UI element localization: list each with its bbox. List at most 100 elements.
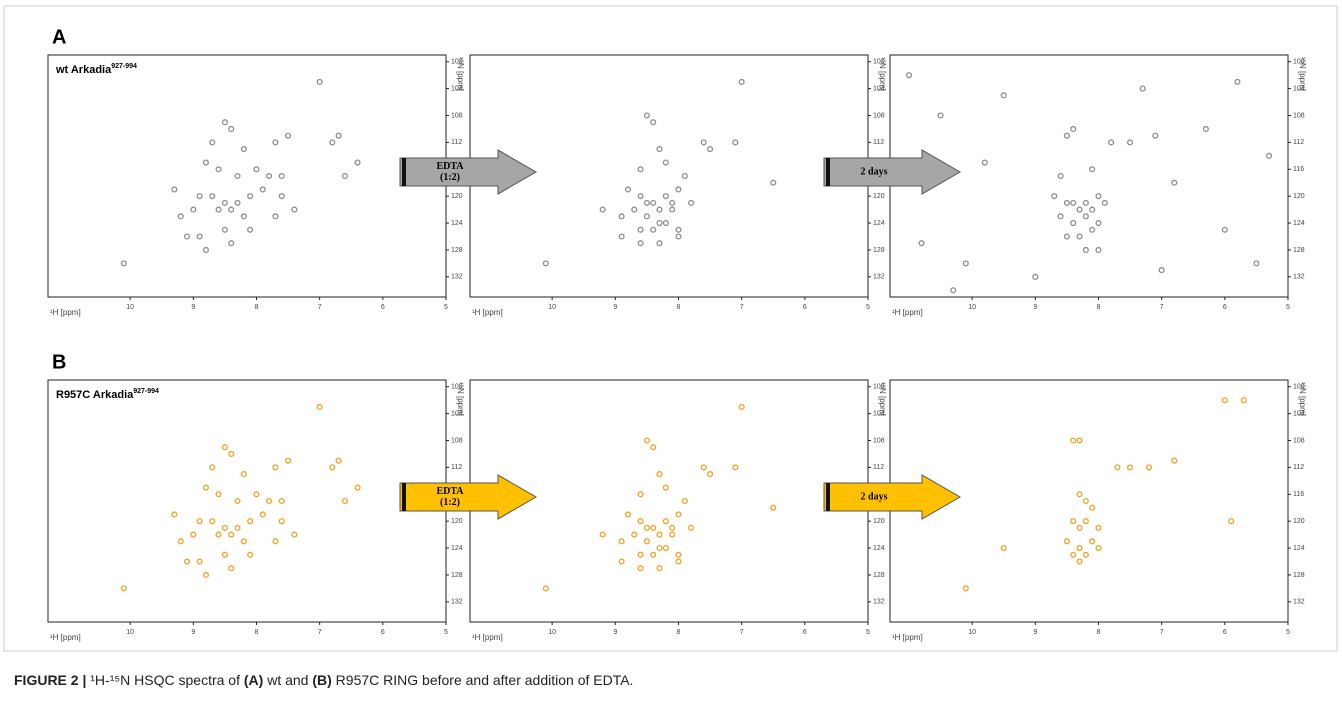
x-tick-label: 10 (968, 304, 976, 311)
arrow-tail (826, 158, 830, 186)
x-tick-label: 7 (318, 629, 322, 636)
y-tick-label: 132 (873, 274, 885, 281)
x-tick-label: 9 (191, 304, 195, 311)
x-tick-label: 7 (740, 304, 744, 311)
x-tick-label: 8 (677, 629, 681, 636)
y-tick-label: 128 (873, 572, 885, 579)
figure: AB1098765100104108112116120124128132¹H [… (0, 0, 1342, 701)
arrow-label: EDTA (436, 161, 464, 172)
sample-name: R957C Arkadia (56, 389, 134, 401)
caption-part: (A) (244, 672, 263, 688)
y-tick-label: 108 (451, 112, 463, 119)
x-axis-label: ¹H [ppm] (50, 308, 81, 317)
x-tick-label: 5 (1286, 629, 1290, 636)
x-tick-label: 10 (548, 304, 556, 311)
x-tick-label: 6 (1223, 304, 1227, 311)
x-tick-label: 10 (126, 304, 134, 311)
x-tick-label: 10 (968, 629, 976, 636)
y-tick-label: 124 (873, 545, 885, 552)
x-tick-label: 9 (191, 629, 195, 636)
x-tick-label: 6 (381, 629, 385, 636)
y-tick-label: 108 (873, 112, 885, 119)
y-tick-label: 116 (1293, 166, 1304, 173)
x-tick-label: 9 (613, 629, 617, 636)
y-tick-label: 112 (1293, 139, 1304, 146)
x-tick-label: 8 (1097, 629, 1101, 636)
x-axis-label: ¹H [ppm] (892, 308, 923, 317)
x-tick-label: 7 (740, 629, 744, 636)
y-tick-label: 128 (451, 247, 463, 254)
y-tick-label: 132 (1293, 274, 1305, 281)
x-axis-label: ¹H [ppm] (892, 633, 923, 642)
y-tick-label: 120 (873, 193, 885, 200)
y-axis-label: ¹⁵N [ppm] (456, 57, 465, 91)
y-tick-label: 128 (1293, 572, 1305, 579)
x-tick-label: 6 (803, 629, 807, 636)
y-tick-label: 108 (1293, 437, 1305, 444)
x-tick-label: 7 (1160, 629, 1164, 636)
x-tick-label: 7 (318, 304, 322, 311)
x-tick-label: 10 (548, 629, 556, 636)
x-axis-label: ¹H [ppm] (50, 633, 81, 642)
x-axis-label: ¹H [ppm] (472, 633, 503, 642)
y-tick-label: 112 (873, 139, 884, 146)
y-tick-label: 108 (451, 437, 463, 444)
y-tick-label: 108 (1293, 112, 1305, 119)
x-tick-label: 6 (381, 304, 385, 311)
y-tick-label: 124 (451, 220, 463, 227)
y-axis-label: ¹⁵N [ppm] (878, 382, 887, 416)
x-tick-label: 8 (1097, 304, 1101, 311)
plot-frame (48, 55, 446, 297)
caption: FIGURE 2 | ¹H-¹⁵N HSQC spectra of (A) wt… (14, 672, 633, 688)
sample-name: wt Arkadia (55, 64, 112, 76)
x-axis-label: ¹H [ppm] (472, 308, 503, 317)
y-tick-label: 124 (1293, 545, 1305, 552)
x-tick-label: 6 (803, 304, 807, 311)
y-tick-label: 128 (1293, 247, 1305, 254)
plot-frame (48, 380, 446, 622)
panel-label: B (52, 351, 66, 373)
y-tick-label: 112 (1293, 464, 1304, 471)
y-tick-label: 120 (451, 518, 463, 525)
y-tick-label: 120 (1293, 193, 1305, 200)
x-tick-label: 5 (444, 304, 448, 311)
panel-label: A (52, 26, 66, 48)
caption-part: wt and (263, 672, 312, 688)
x-tick-label: 9 (613, 304, 617, 311)
caption-part: (B) (312, 672, 331, 688)
arrow-tail (402, 483, 406, 511)
y-tick-label: 120 (1293, 518, 1305, 525)
x-tick-label: 9 (1033, 304, 1037, 311)
x-tick-label: 5 (866, 629, 870, 636)
y-axis-label: ¹⁵N [ppm] (1298, 382, 1307, 416)
y-axis-label: ¹⁵N [ppm] (1298, 57, 1307, 91)
y-tick-label: 132 (873, 599, 885, 606)
caption-part: ¹H-¹⁵N HSQC spectra of (86, 672, 244, 688)
x-tick-label: 7 (1160, 304, 1164, 311)
y-tick-label: 132 (451, 599, 463, 606)
y-tick-label: 132 (1293, 599, 1305, 606)
x-tick-label: 5 (1286, 304, 1290, 311)
y-tick-label: 112 (873, 464, 884, 471)
arrow-tail (826, 483, 830, 511)
x-tick-label: 5 (444, 629, 448, 636)
y-tick-label: 108 (873, 437, 885, 444)
y-tick-label: 120 (873, 518, 885, 525)
x-tick-label: 8 (255, 304, 259, 311)
caption-part: R957C RING before and after addition of … (332, 672, 634, 688)
x-tick-label: 10 (126, 629, 134, 636)
arrow-label: EDTA (436, 486, 464, 497)
x-tick-label: 6 (1223, 629, 1227, 636)
sample-range: 927-994 (111, 63, 137, 70)
y-tick-label: 124 (873, 220, 885, 227)
y-tick-label: 128 (451, 572, 463, 579)
y-tick-label: 120 (451, 193, 463, 200)
y-tick-label: 124 (451, 545, 463, 552)
arrow-label: (1:2) (440, 497, 460, 508)
arrow-label: 2 days (861, 491, 888, 502)
sample-range: 927-994 (133, 388, 159, 395)
arrow-tail (402, 158, 406, 186)
y-axis-label: ¹⁵N [ppm] (456, 382, 465, 416)
y-tick-label: 112 (451, 139, 462, 146)
y-tick-label: 116 (1293, 491, 1304, 498)
